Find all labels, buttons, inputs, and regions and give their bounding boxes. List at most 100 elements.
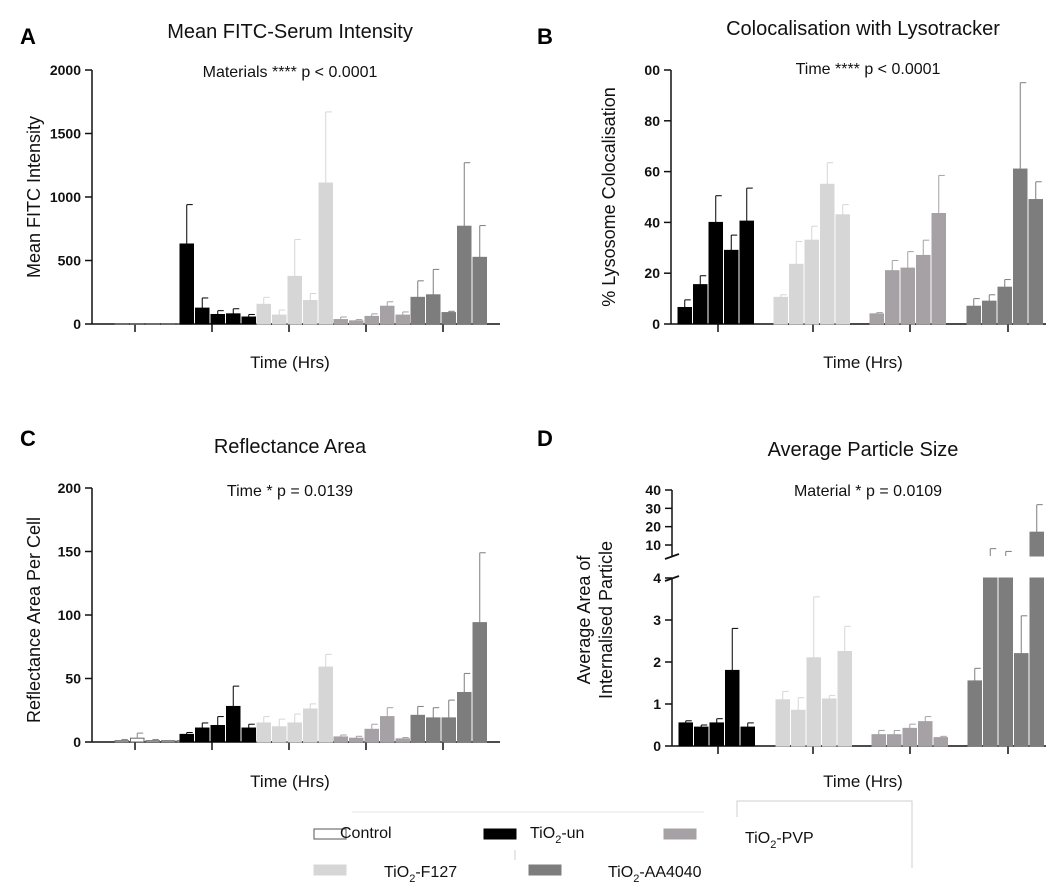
bar-tio2-f127-4 [303, 708, 318, 743]
legend-frame [736, 800, 913, 868]
bar-tio2-un-3 [709, 722, 724, 747]
bar-tio2-f127-2 [272, 726, 287, 743]
chart-title-d: Average Particle Size [768, 439, 959, 461]
bar-tio2-pvp-3 [900, 267, 915, 325]
bar-tio2-un-1 [678, 722, 693, 747]
bar-tio2-aa4040-2 [982, 300, 997, 325]
bar-tio2-pvp-2 [349, 320, 364, 325]
y-tick-label: 40 [645, 482, 661, 498]
bar-tio2-pvp-4 [380, 305, 395, 325]
bar-tio2-f127-5 [837, 651, 852, 747]
y-tick-label: 50 [65, 671, 81, 687]
y-tick-label: 1 [653, 696, 661, 712]
bar-tio2-aa4040-5 [1029, 577, 1044, 747]
bar-tio2-pvp-5 [931, 213, 946, 325]
bar-tio2-aa4040-2 [426, 717, 441, 743]
bar-tio2-pvp-5 [395, 738, 410, 743]
y-axis-label-b: % Lysosome Colocalisation [599, 87, 619, 306]
y-tick-label: 60 [644, 164, 660, 180]
bar-tio2-aa4040-4 [457, 691, 472, 743]
bar-tio2-aa4040-5-upper [1029, 531, 1044, 557]
bar-control-1 [114, 740, 129, 743]
bar-tio2-pvp-3 [902, 727, 917, 747]
bar-tio2-un-4 [226, 313, 241, 325]
y-tick-label: 100 [58, 607, 82, 623]
y-tick-label: 0 [73, 316, 81, 332]
bar-tio2-aa4040-1 [410, 714, 425, 743]
bar-tio2-aa4040-5 [472, 622, 487, 743]
y-axis-label-c: Reflectance Area Per Cell [24, 517, 44, 723]
legend-label: TiO2-un [530, 825, 584, 846]
bar-tio2-f127-2 [272, 314, 287, 325]
bar-tio2-pvp-4 [918, 721, 933, 747]
x-axis-label-b: Time (Hrs) [823, 353, 903, 372]
bar-tio2-pvp-5 [933, 737, 948, 747]
panel-letter-a: A [20, 24, 36, 49]
bar-control-3 [145, 740, 160, 743]
bar-control-2 [130, 737, 145, 743]
bar-tio2-un-1 [179, 243, 194, 325]
panel-letter-d: D [537, 426, 553, 451]
significance-annotation-a: Materials **** p < 0.0001 [203, 64, 378, 81]
bar-tio2-pvp-4 [380, 716, 395, 743]
y-tick-label: 00 [644, 62, 660, 78]
bar-tio2-f127-5 [835, 214, 850, 325]
panel-letter-c: C [20, 426, 36, 451]
x-axis-label-c: Time (Hrs) [250, 772, 330, 791]
y-tick-label: 2 [653, 654, 661, 670]
bar-tio2-f127-4 [820, 183, 835, 325]
bar-tio2-f127-1 [775, 699, 790, 747]
y-axis-label-d-line: Average Area of [574, 555, 594, 685]
y-tick-label: 20 [645, 519, 661, 535]
y-tick-label: 0 [653, 738, 661, 754]
y-tick-label: 4 [653, 570, 661, 586]
bar-control-4 [161, 323, 176, 325]
bar-tio2-f127-1 [773, 296, 788, 325]
bar-tio2-f127-3 [806, 657, 821, 747]
bar-tio2-un-2 [195, 307, 210, 325]
bar-tio2-un-4 [724, 249, 739, 325]
legend-label: TiO2-PVP [745, 830, 814, 851]
bar-tio2-aa4040-2 [426, 294, 441, 325]
axis-break-mark [664, 553, 680, 560]
bar-tio2-pvp-2 [349, 737, 364, 743]
y-tick-label: 3 [653, 612, 661, 628]
bar-tio2-pvp-1 [869, 313, 884, 325]
y-tick-label: 40 [644, 214, 660, 230]
panel-letter-b: B [537, 24, 553, 49]
y-tick-label: 1500 [50, 126, 81, 142]
y-tick-label: 500 [58, 253, 82, 269]
y-tick-label: 10 [645, 537, 661, 553]
legend-swatch [313, 864, 347, 876]
bar-tio2-un-5 [739, 220, 754, 325]
bar-tio2-f127-1 [256, 303, 271, 325]
legend-label: TiO2-F127 [384, 864, 457, 884]
bar-tio2-aa4040-3 [441, 717, 456, 743]
legend-swatch [528, 864, 562, 876]
bar-tio2-un-2 [694, 726, 709, 747]
bar-tio2-pvp-2 [885, 270, 900, 325]
bar-tio2-f127-2 [791, 709, 806, 747]
y-axis-label-a: Mean FITC Intensity [24, 116, 44, 278]
chart-title-a: Mean FITC-Serum Intensity [167, 21, 413, 43]
y-tick-label: 80 [644, 113, 660, 129]
legend-label: Control [340, 825, 392, 842]
bar-tio2-aa4040-5 [472, 256, 487, 325]
bar-tio2-un-2 [693, 284, 708, 325]
legend-swatch [313, 828, 347, 840]
y-tick-label: 2000 [50, 62, 81, 78]
bar-tio2-un-1 [677, 306, 692, 325]
bar-tio2-aa4040-2 [983, 577, 998, 747]
legend-swatch [483, 828, 517, 840]
bar-tio2-aa4040-5 [1028, 199, 1043, 325]
bar-tio2-pvp-4 [916, 254, 931, 325]
bar-tio2-aa4040-1 [967, 680, 982, 747]
significance-annotation-c: Time * p = 0.0139 [227, 483, 353, 500]
x-axis-label-d: Time (Hrs) [823, 772, 903, 791]
bar-tio2-pvp-3 [364, 315, 379, 325]
y-tick-label: 0 [652, 316, 660, 332]
bar-tio2-aa4040-4 [1013, 168, 1028, 325]
bar-tio2-pvp-1 [871, 734, 886, 747]
legend-label: TiO2-AA4040 [608, 864, 702, 884]
